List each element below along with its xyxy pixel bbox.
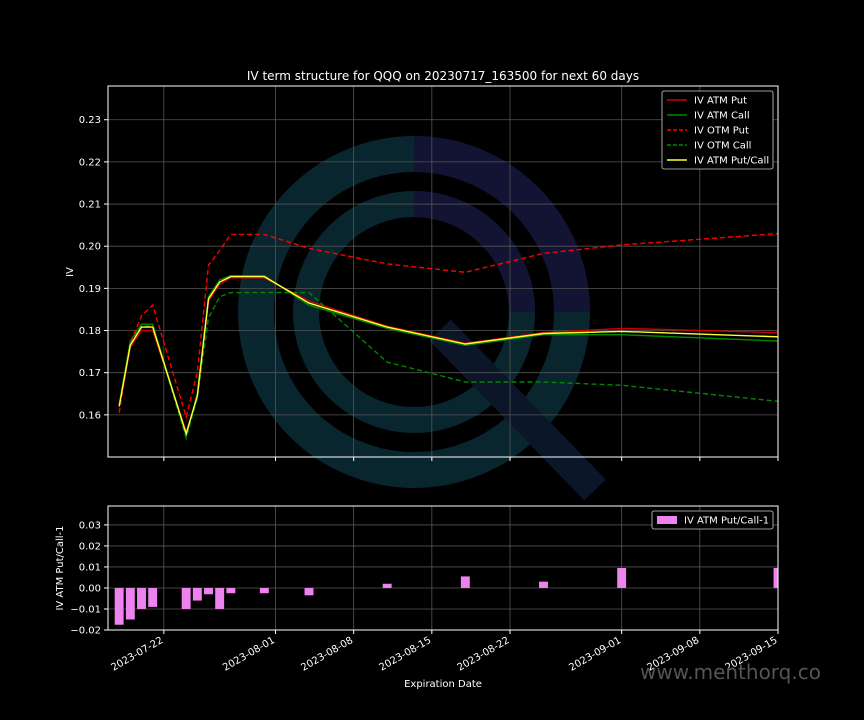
bottom-bars — [114, 568, 778, 625]
bar — [137, 587, 146, 609]
top-series-lines — [118, 232, 779, 441]
top-y-tick-label: 0.19 — [79, 284, 101, 295]
bottom-y-tick-label: −0.01 — [70, 604, 101, 615]
bar — [539, 581, 548, 588]
bottom-y-tick-label: −0.02 — [70, 626, 101, 637]
bar — [192, 587, 202, 601]
top-y-tick-label: 0.20 — [79, 242, 101, 253]
bar — [181, 587, 191, 609]
legend-label: IV ATM Call — [694, 111, 750, 122]
bottom-x-tick-label: 2023-08-22 — [456, 635, 512, 674]
bar — [304, 587, 314, 596]
bar — [259, 587, 269, 594]
watermark-text: www.menthorq.co — [640, 660, 821, 684]
top-y-axis-label: IV — [65, 267, 76, 277]
bottom-y-tick-label: 0.01 — [79, 562, 101, 573]
top-y-tick-label: 0.21 — [79, 200, 101, 211]
bottom-x-tick-label: 2023-07-22 — [109, 635, 165, 674]
top-y-tick-label: 0.17 — [79, 368, 101, 379]
bottom-y-axis-label: IV ATM Put/Call-1 — [55, 525, 66, 610]
legend-label: IV OTM Put — [694, 126, 749, 137]
bar — [460, 576, 470, 588]
legend-label: IV ATM Put/Call — [694, 156, 769, 167]
bar — [114, 587, 124, 625]
series-line — [118, 277, 779, 434]
top-y-tick-label: 0.22 — [79, 157, 101, 168]
legend-label: IV OTM Call — [694, 141, 751, 152]
bar — [382, 583, 392, 588]
legend-label: IV ATM Put/Call-1 — [684, 516, 769, 527]
bottom-legend-box — [651, 510, 774, 530]
top-y-tick-label: 0.16 — [79, 410, 101, 421]
bottom-y-ticks: −0.02 −0.01 0.00 0.01 0.02 0.03 — [70, 520, 108, 637]
top-legend: IV ATM Put IV ATM Call IV OTM Put IV OTM Ca… — [661, 90, 774, 170]
bar — [204, 587, 213, 595]
bottom-x-tick-label: 2023-08-08 — [299, 635, 355, 674]
bottom-x-axis-label: Expiration Date — [404, 679, 482, 690]
bottom-y-tick-label: 0.02 — [79, 541, 101, 552]
bar — [226, 587, 236, 594]
series-line — [118, 232, 779, 420]
iv-term-structure-chart: 0.16 0.17 0.18 0.19 0.20 0.21 0.22 0.23 IV term… — [65, 69, 779, 461]
bar — [773, 568, 778, 588]
bottom-y-tick-label: 0.00 — [79, 583, 101, 594]
bottom-axes-frame — [107, 505, 779, 631]
series-line — [118, 275, 779, 439]
bottom-x-tick-label: 2023-09-01 — [567, 635, 623, 674]
bottom-y-tick-label: 0.03 — [79, 520, 101, 531]
legend-label: IV ATM Put — [694, 96, 747, 107]
series-line — [118, 275, 779, 437]
bar — [215, 587, 225, 609]
series-line — [118, 291, 779, 441]
top-legend-box — [661, 90, 774, 170]
bar — [148, 587, 158, 607]
bottom-x-tick-label: 2023-08-01 — [221, 635, 277, 674]
legend-swatch — [657, 516, 677, 524]
bar — [617, 568, 627, 588]
top-y-tick-label: 0.18 — [79, 326, 101, 337]
top-x-ticks — [163, 457, 779, 461]
bottom-x-tick-label: 2023-08-15 — [377, 635, 433, 674]
top-y-tick-label: 0.23 — [79, 115, 101, 126]
top-axes-frame — [107, 85, 779, 458]
top-y-ticks: 0.16 0.17 0.18 0.19 0.20 0.21 0.22 0.23 — [79, 115, 108, 421]
bar — [125, 587, 135, 620]
bottom-legend: IV ATM Put/Call-1 — [651, 510, 774, 530]
top-chart-title: IV term structure for QQQ on 20230717_16… — [247, 69, 639, 83]
